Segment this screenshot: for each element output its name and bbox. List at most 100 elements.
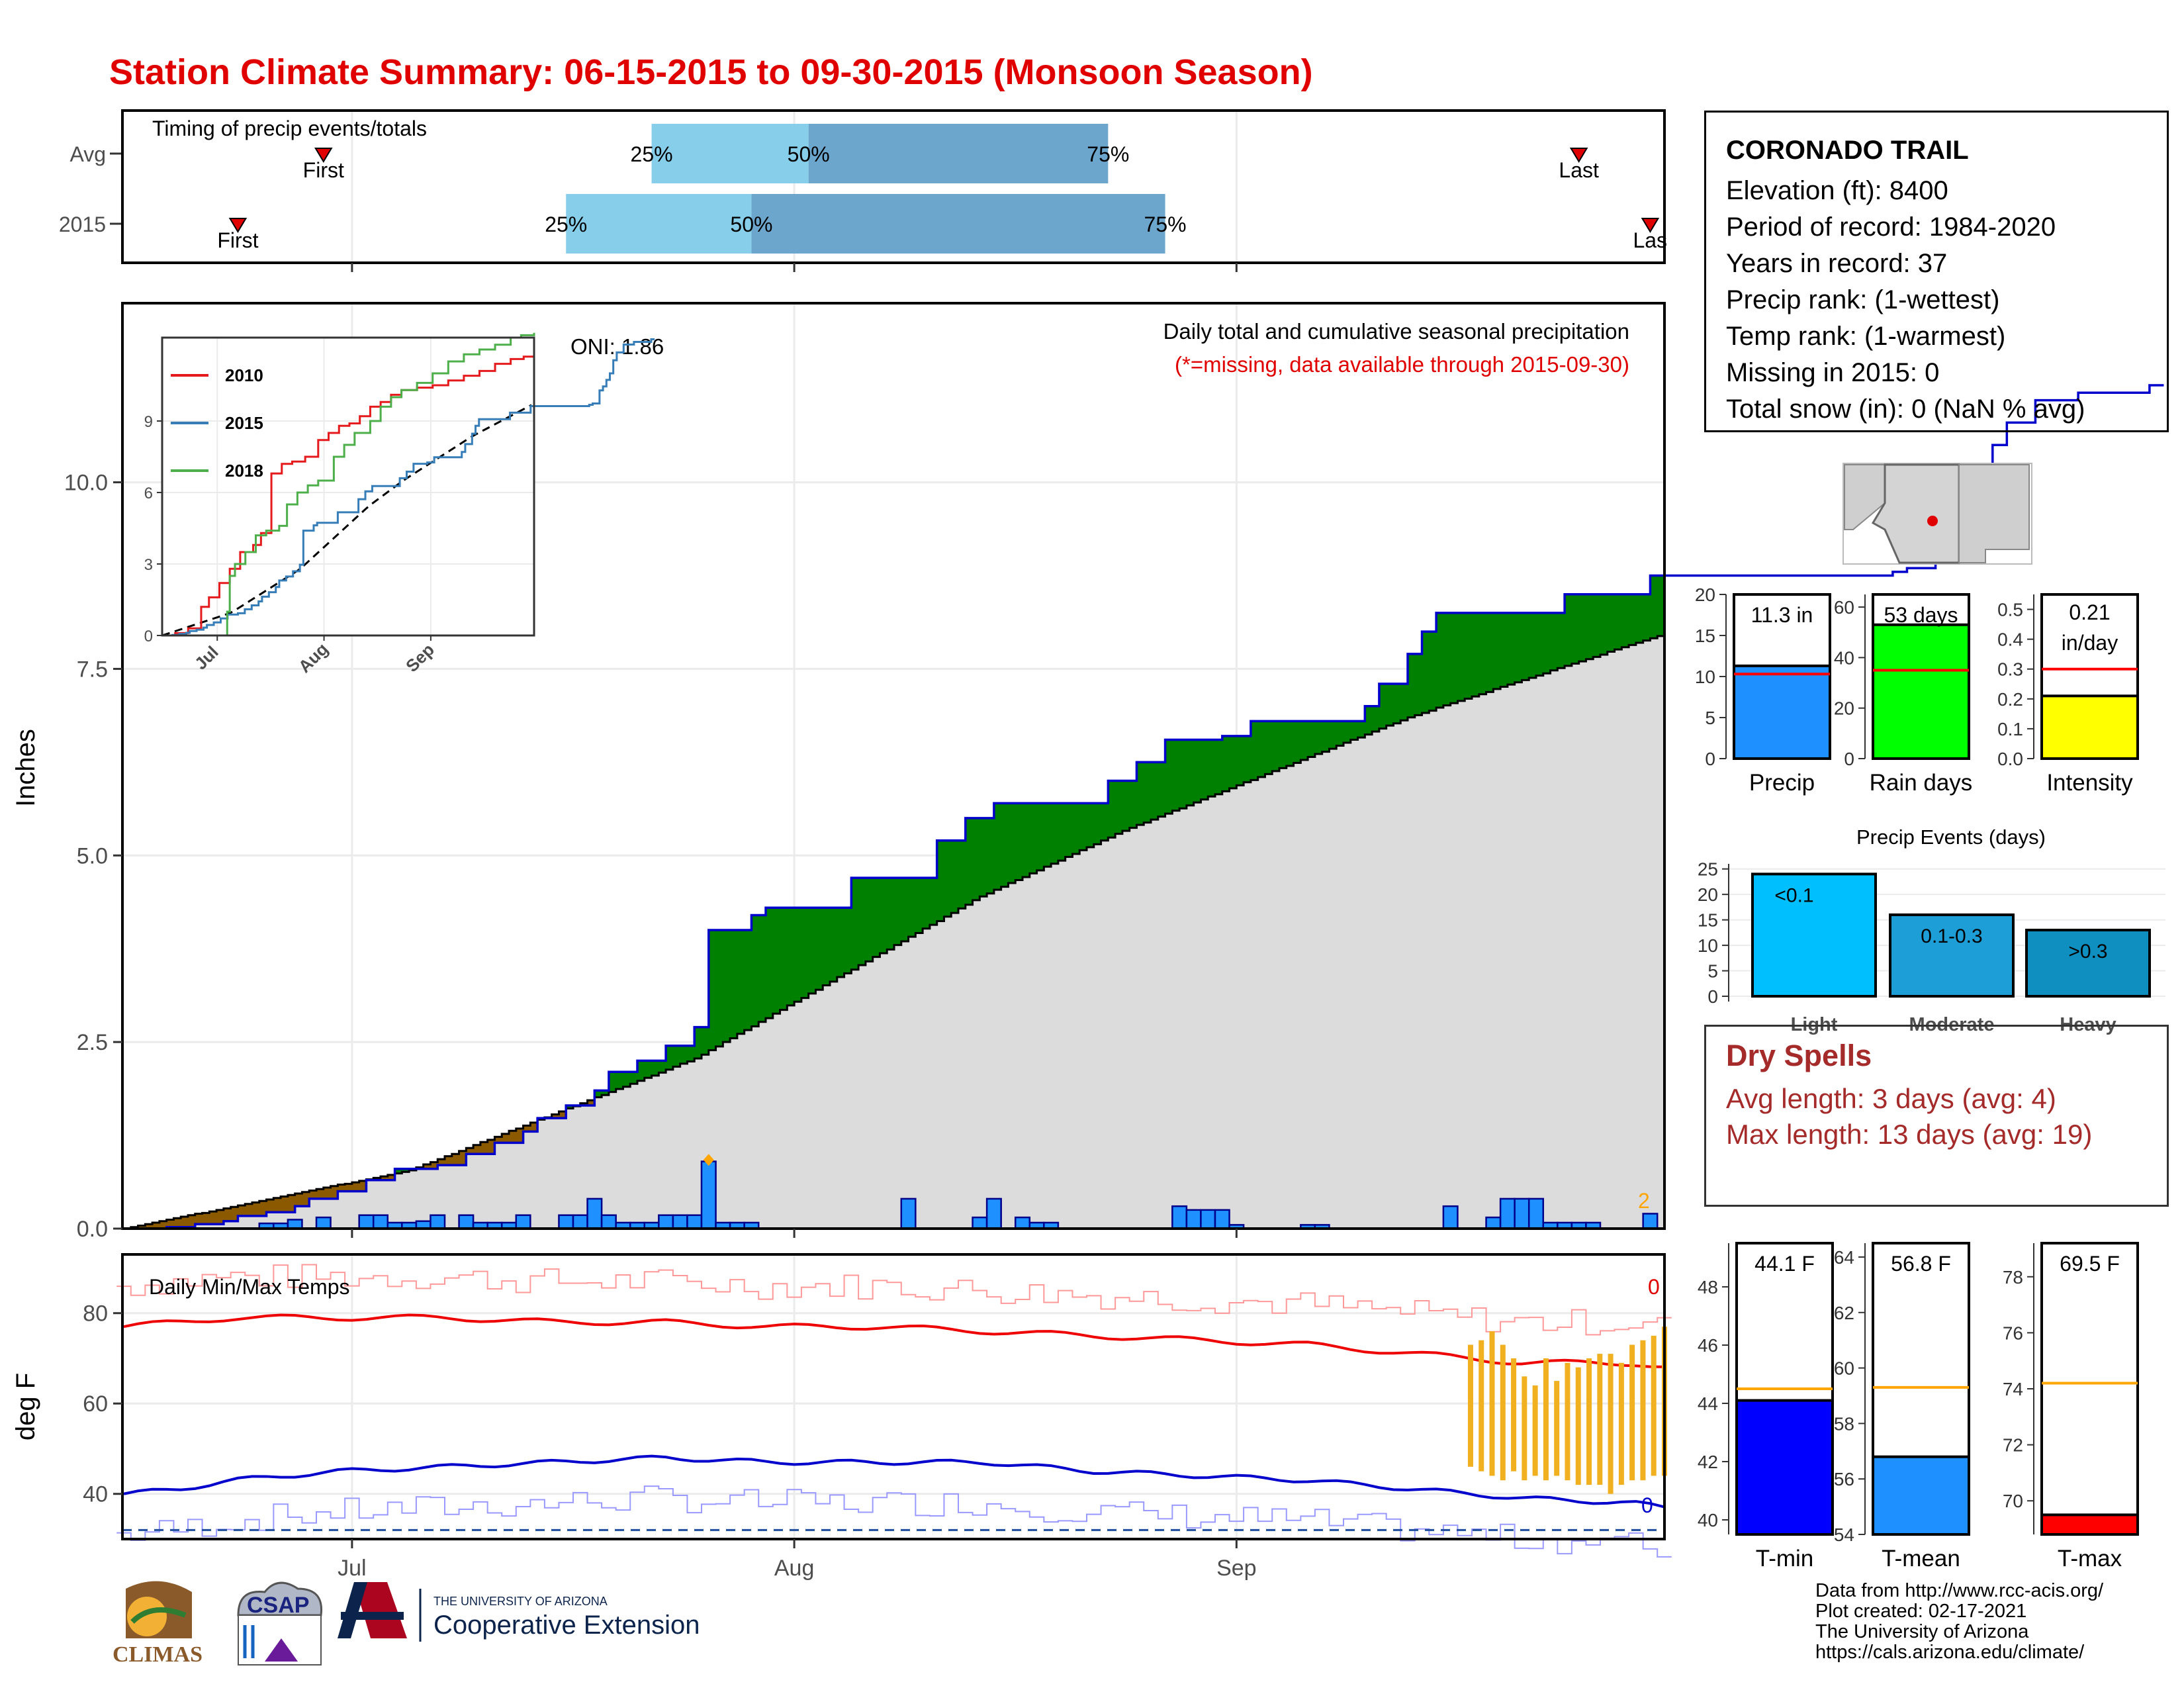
pct-label-75: 75% xyxy=(1144,212,1187,236)
precip-anomaly-band xyxy=(1129,780,1138,828)
ua-a-logo-icon xyxy=(338,1582,407,1638)
raindays-bar-y-tick-label: 20 xyxy=(1834,698,1854,719)
precip-anomaly-band xyxy=(480,1142,488,1154)
daily-precip-bar xyxy=(900,1197,917,1230)
precip-anomaly-band xyxy=(887,878,895,950)
event-bar-label: <0.1 xyxy=(1774,884,1813,906)
logo-art: CLIMAS CSAP THE UNIVERSITY OF ARIZONA Co… xyxy=(113,1581,700,1667)
precip-anomaly-band xyxy=(672,1045,681,1067)
precip-anomaly-band xyxy=(1479,612,1487,694)
precip-anomaly-band xyxy=(1314,721,1323,754)
precip-anomaly-band xyxy=(1343,721,1351,743)
event-bar-label: 0.1-0.3 xyxy=(1921,925,1982,947)
daily-precip-bar xyxy=(972,1216,988,1230)
precip-anomaly-band xyxy=(1629,594,1637,645)
observed-temp-range-bar xyxy=(1597,1354,1603,1485)
precip-anomaly-band xyxy=(1193,739,1202,803)
precip-anomaly-band xyxy=(694,1027,702,1058)
precip-anomaly-band xyxy=(152,1222,160,1229)
temp-max-bar-value-bar xyxy=(2040,1513,2139,1536)
precip-bar-value-label: 11.3 in xyxy=(1751,603,1813,627)
avg-max-temp-line xyxy=(123,1313,1665,1368)
precip-bar-value-bar xyxy=(1733,664,1831,760)
record-min-temp-line xyxy=(116,1485,1672,1558)
raindays-bar-y-tick-label: 40 xyxy=(1834,647,1854,668)
quartile-bar-upper xyxy=(808,124,1109,183)
raindays-bar-value-label: 53 days xyxy=(1884,603,1958,627)
precip-anomaly-band xyxy=(188,1215,196,1227)
precip-anomaly-band xyxy=(1536,612,1544,676)
temp-y-tick-label: 40 xyxy=(83,1482,108,1507)
precip-anomaly-band xyxy=(1414,653,1423,716)
temp-min-count-label: 0 xyxy=(1641,1493,1653,1517)
precip-anomaly-band xyxy=(1222,735,1230,792)
precip-bar-y-tick-label: 10 xyxy=(1695,667,1715,687)
precip-anomaly-band xyxy=(1151,762,1159,820)
precip-anomaly-band xyxy=(680,1045,688,1064)
precip-anomaly-band xyxy=(744,930,752,1031)
precip-anomaly-band xyxy=(430,1162,438,1169)
daily-precip-bar xyxy=(287,1219,303,1230)
temp-max-bar-frame xyxy=(2040,1242,2139,1536)
temp-y-tick-label: 60 xyxy=(83,1391,108,1417)
temp-max-bar-y-tick-label: 76 xyxy=(2003,1323,2023,1343)
observed-temp-range-bar xyxy=(1511,1358,1517,1472)
precip-anomaly-band xyxy=(1514,612,1523,682)
raindays-bar-category-label: Rain days xyxy=(1870,770,1973,796)
inset-y-tick-label: 6 xyxy=(144,485,153,502)
precip-anomaly-band xyxy=(737,930,745,1034)
precip-anomaly-band xyxy=(1450,612,1459,704)
precip-anomaly-band xyxy=(459,1150,467,1166)
precip-anomaly-band xyxy=(351,1182,360,1192)
observed-temp-range-bar xyxy=(1522,1376,1527,1481)
temp-max-bar-category-label: T-max xyxy=(2058,1546,2122,1571)
precip-anomaly-band xyxy=(723,930,731,1043)
precip-anomaly-band xyxy=(923,878,931,929)
inset-y-tick-label: 3 xyxy=(144,556,153,574)
csap-logo-text: CSAP xyxy=(247,1593,309,1618)
precip-anomaly-band xyxy=(1293,721,1301,763)
inset-y-tick-label: 9 xyxy=(144,413,153,431)
daily-precip-bar xyxy=(558,1214,574,1230)
precip-anomaly-band xyxy=(936,840,945,921)
precip-anomaly-band xyxy=(551,1114,560,1119)
precip-anomaly-band xyxy=(523,1125,531,1132)
precip-anomaly-band xyxy=(1087,803,1095,847)
precip-anomaly-band xyxy=(1101,803,1109,841)
inset-legend-label: 2010 xyxy=(225,365,263,385)
daily-precip-bar xyxy=(1442,1205,1459,1230)
precip-anomaly-band xyxy=(509,1131,517,1143)
precip-anomaly-band xyxy=(1600,594,1608,655)
temp-min-bar-y-tick-label: 46 xyxy=(1698,1335,1718,1356)
inset-border xyxy=(161,336,535,637)
event-bar-label: >0.3 xyxy=(2068,941,2107,962)
precip-anomaly-band xyxy=(1250,721,1259,780)
precip-anomaly-band xyxy=(1429,632,1437,711)
daily-precip-bar xyxy=(985,1197,1002,1230)
event-bar xyxy=(1751,872,1877,998)
daily-precip-bar xyxy=(672,1214,688,1230)
precip-anomaly-band xyxy=(1158,762,1166,817)
temp-max-bar-value-label: 69.5 F xyxy=(2060,1252,2120,1276)
precip-anomaly-band xyxy=(1093,803,1102,845)
quartile-bar-lower xyxy=(566,194,752,254)
precip-anomaly-band xyxy=(195,1213,203,1225)
precip-anomaly-band xyxy=(1300,721,1308,760)
precip-anomaly-band xyxy=(1079,803,1087,851)
event-bar xyxy=(2025,929,2151,998)
temp-panel-title: Daily Min/Max Temps xyxy=(149,1275,349,1299)
precip-anomaly-band xyxy=(1643,594,1651,641)
precip-anomaly-band xyxy=(659,1060,666,1073)
temp-y-tick-label: 80 xyxy=(83,1301,108,1327)
logos: CLIMAS CSAP THE UNIVERSITY OF ARIZONA Co… xyxy=(106,1575,741,1681)
precip-anomaly-band xyxy=(1257,721,1266,777)
credit-data-source: Data from http://www.rcc-acis.org/ xyxy=(1815,1580,2104,1601)
credit-plot-created: Plot created: 02-17-2021 xyxy=(1815,1601,2027,1622)
daily-precip-bar xyxy=(1214,1209,1230,1230)
intensity-bar-y-tick-label: 0.1 xyxy=(1997,719,2023,739)
daily-precip-bar xyxy=(572,1214,588,1230)
precip-anomaly-band xyxy=(1621,594,1629,647)
raindays-bar-y-tick-label: 60 xyxy=(1834,597,1854,618)
precip-anomaly-band xyxy=(1208,739,1216,797)
intensity-bar-category-label: Intensity xyxy=(2046,770,2133,796)
